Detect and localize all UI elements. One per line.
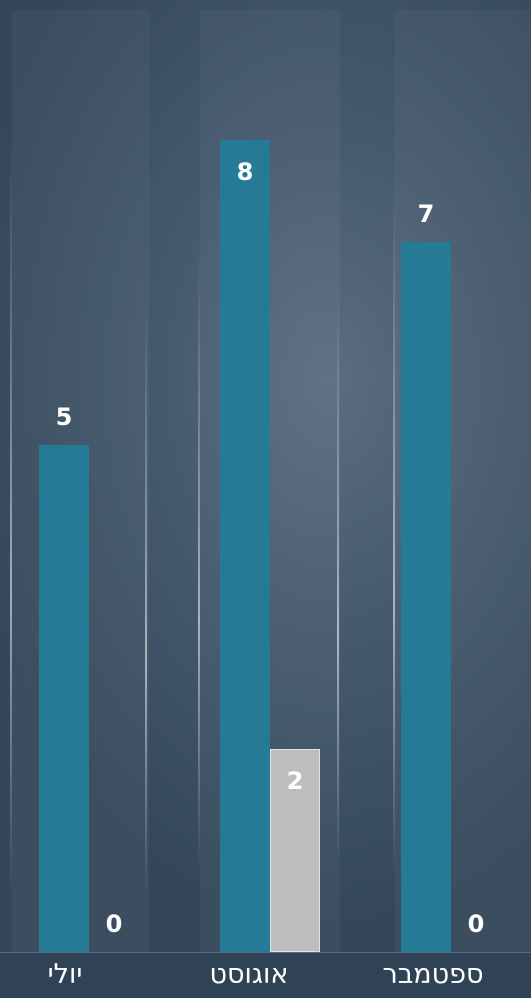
data-label: 2 (286, 767, 304, 795)
x-tick-label: יולי (47, 959, 83, 990)
x-axis (0, 952, 531, 998)
bar-1-1 (39, 444, 89, 952)
light-streak (198, 250, 200, 870)
data-label: 0 (467, 910, 485, 938)
x-tick-label: אוגוסט (209, 959, 289, 990)
light-streak (393, 180, 395, 880)
data-label: 5 (55, 402, 73, 431)
light-streak (145, 300, 147, 900)
bar-1-2 (220, 140, 270, 952)
data-label: 7 (417, 199, 435, 228)
x-tick-label: ספטמבר (382, 959, 484, 990)
bar-1-3 (401, 241, 451, 952)
data-label: 8 (236, 158, 254, 186)
data-label: 0 (105, 910, 123, 938)
bar-2-2 (270, 749, 320, 952)
light-streak (10, 140, 12, 900)
light-streak (337, 300, 339, 860)
